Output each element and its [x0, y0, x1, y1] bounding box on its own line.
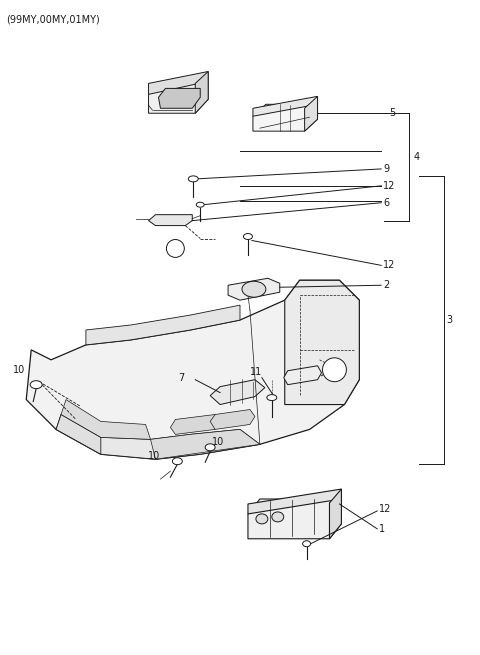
Ellipse shape [188, 176, 198, 182]
Text: a: a [173, 244, 178, 253]
Ellipse shape [205, 444, 215, 451]
Polygon shape [285, 280, 360, 405]
Text: 1: 1 [379, 524, 385, 534]
Polygon shape [210, 380, 265, 405]
Ellipse shape [243, 234, 252, 240]
Text: 10: 10 [13, 365, 25, 375]
Ellipse shape [302, 541, 311, 547]
Polygon shape [248, 489, 341, 514]
Ellipse shape [167, 240, 184, 257]
Text: 10: 10 [148, 451, 160, 461]
Text: 3: 3 [447, 315, 453, 325]
Text: 7: 7 [179, 373, 185, 383]
Polygon shape [253, 96, 318, 116]
Polygon shape [61, 400, 151, 440]
Polygon shape [228, 278, 280, 300]
Polygon shape [26, 280, 360, 459]
Polygon shape [210, 409, 255, 430]
Text: 8: 8 [336, 362, 343, 372]
Ellipse shape [256, 514, 268, 524]
Text: 6: 6 [383, 198, 389, 208]
Polygon shape [86, 305, 240, 345]
Ellipse shape [267, 394, 277, 401]
Text: 9: 9 [383, 164, 389, 174]
Polygon shape [148, 81, 208, 113]
Ellipse shape [272, 512, 284, 522]
Ellipse shape [172, 458, 182, 464]
Polygon shape [195, 71, 208, 113]
Ellipse shape [242, 281, 266, 297]
Text: 11: 11 [250, 367, 262, 377]
Ellipse shape [30, 381, 42, 388]
Polygon shape [305, 96, 318, 131]
Polygon shape [148, 71, 208, 94]
Polygon shape [151, 430, 260, 459]
Text: 2: 2 [383, 280, 389, 290]
Text: 12: 12 [383, 181, 396, 191]
Polygon shape [253, 104, 318, 131]
Text: 5: 5 [389, 108, 396, 119]
Text: 10: 10 [212, 438, 225, 447]
Text: (99MY,00MY,01MY): (99MY,00MY,01MY) [6, 15, 100, 25]
Polygon shape [170, 415, 220, 434]
Polygon shape [248, 499, 341, 539]
Polygon shape [56, 415, 101, 455]
Polygon shape [158, 88, 200, 108]
Ellipse shape [196, 202, 204, 207]
Polygon shape [329, 489, 341, 539]
Text: 4: 4 [414, 152, 420, 162]
Text: a: a [332, 365, 337, 374]
Polygon shape [284, 365, 322, 384]
Ellipse shape [323, 358, 347, 382]
Text: 12: 12 [383, 260, 396, 271]
Text: 12: 12 [379, 504, 392, 514]
Polygon shape [56, 415, 260, 459]
Polygon shape [148, 215, 192, 225]
